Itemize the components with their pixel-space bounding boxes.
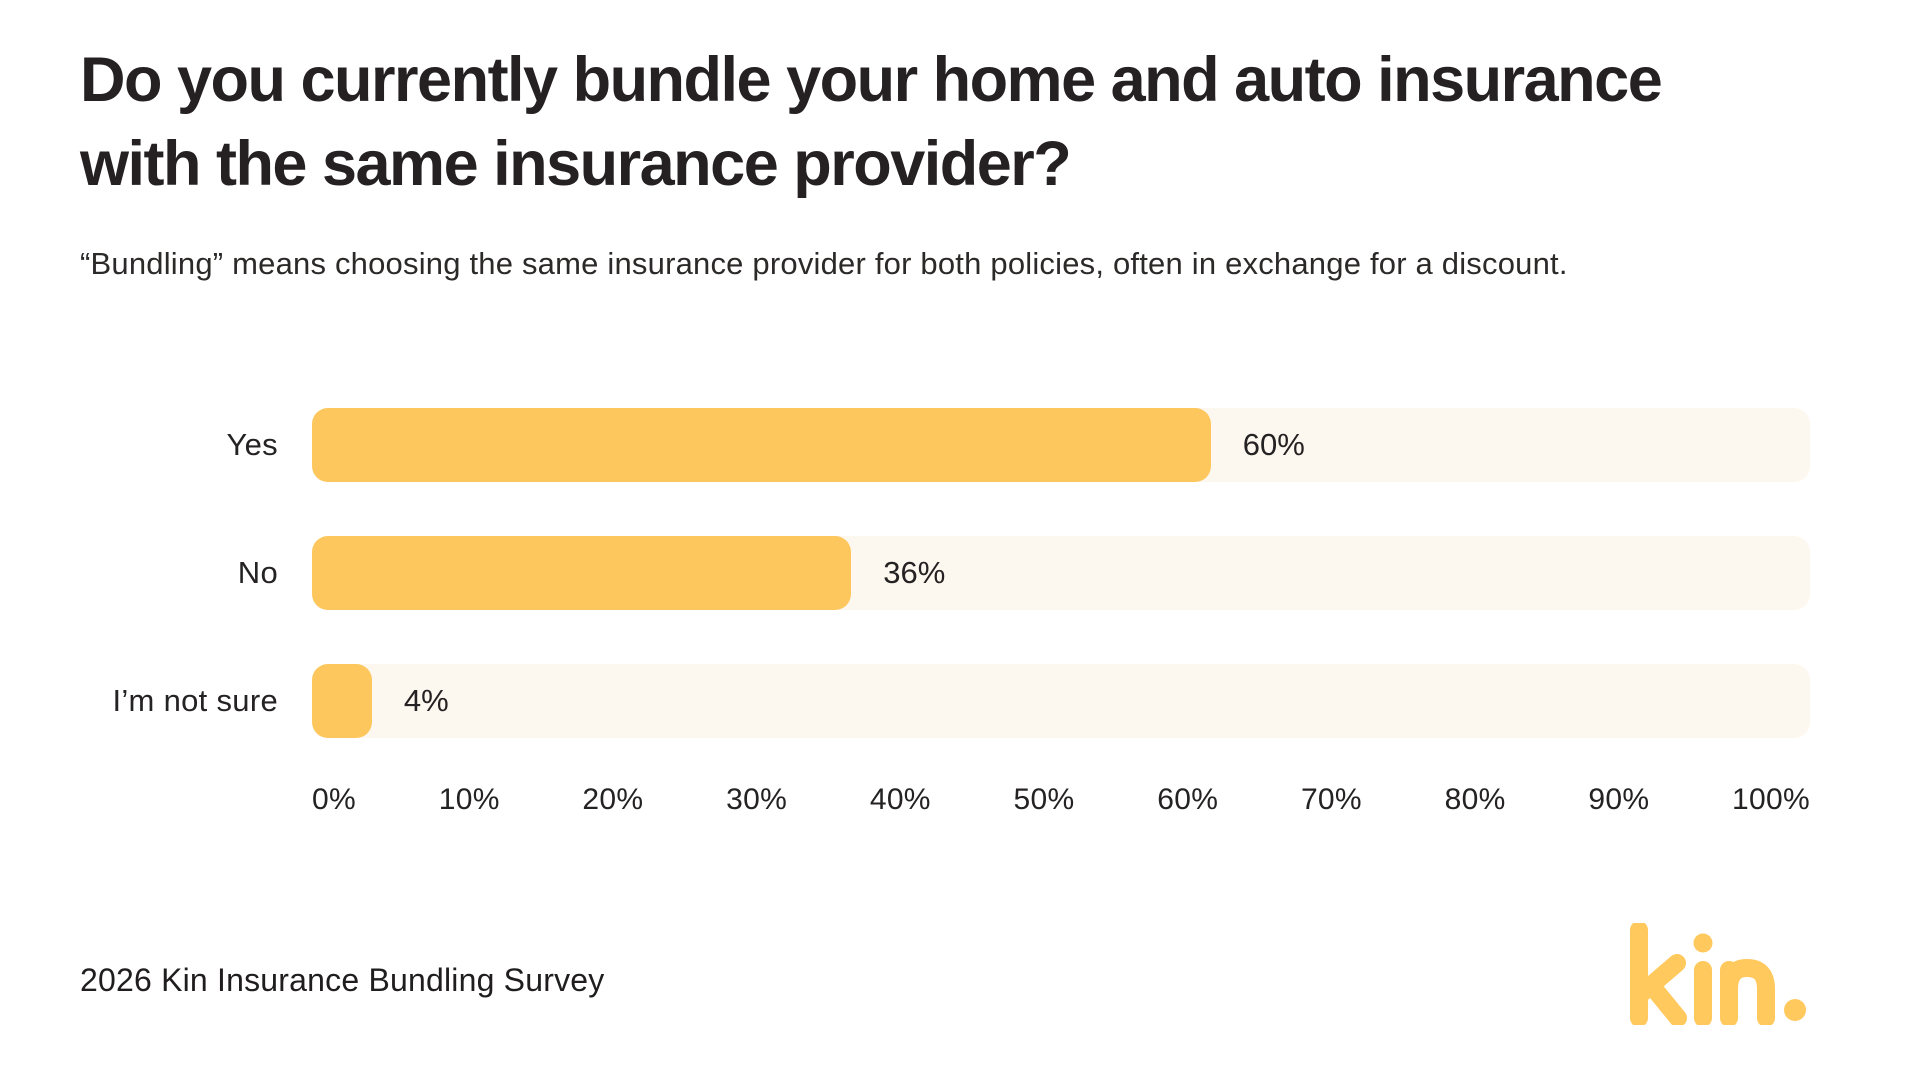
category-label: No	[237, 555, 278, 590]
x-tick-label: 100%	[1732, 783, 1810, 816]
x-tick-label: 30%	[726, 783, 788, 816]
bar	[312, 664, 372, 738]
x-tick-label: 60%	[1157, 783, 1219, 816]
kin-logo-period	[1784, 999, 1806, 1021]
bar-track: 60%	[312, 408, 1810, 482]
kin-logo-i-dot	[1693, 933, 1713, 953]
x-tick-label: 40%	[869, 783, 931, 816]
chart-title-line1: Do you currently bundle your home and au…	[80, 45, 1663, 115]
x-axis-tick-labels: 0% 10% 20% 30% 40% 50% 60% 70% 80% 90% 100%	[312, 783, 1810, 817]
x-tick-label: 20%	[582, 783, 644, 816]
value-label: 60%	[1242, 427, 1305, 462]
x-tick-label: 10%	[438, 783, 500, 816]
x-tick-label: 90%	[1588, 783, 1650, 816]
chart-subtitle: “Bundling” means choosing the same insur…	[80, 246, 1568, 281]
bar-track: 4%	[312, 664, 1810, 738]
x-tick-label: 80%	[1444, 783, 1506, 816]
x-axis-spacer	[80, 783, 312, 817]
bar-track: 36%	[312, 536, 1810, 610]
chart-title: Do you currently bundle your home and au…	[80, 38, 1663, 206]
bar-row: I’m not sure 4%	[80, 664, 1810, 738]
bar-row: No 36%	[80, 536, 1810, 610]
value-label: 4%	[403, 683, 449, 718]
bar	[312, 408, 1211, 482]
chart-title-line2: with the same insurance provider?	[80, 129, 1072, 199]
category-label: Yes	[226, 427, 278, 462]
kin-logo	[1630, 923, 1806, 1025]
x-axis: 0% 10% 20% 30% 40% 50% 60% 70% 80% 90% 100%	[80, 783, 1810, 817]
bar-chart: Yes 60% No 36% I’m not sure 4% 0% 10% 20% 30% 40%…	[80, 408, 1810, 817]
x-tick-label: 70%	[1300, 783, 1362, 816]
x-tick-label: 50%	[1013, 783, 1075, 816]
source-caption: 2026 Kin Insurance Bundling Survey	[80, 962, 605, 998]
value-label: 36%	[883, 555, 946, 590]
bar-row: Yes 60%	[80, 408, 1810, 482]
category-label: I’m not sure	[112, 683, 278, 718]
bar	[312, 536, 852, 610]
bar-chart-rows: Yes 60% No 36% I’m not sure 4%	[80, 408, 1810, 738]
kin-logo-n	[1720, 959, 1775, 1025]
kin-logo-k	[1630, 923, 1687, 1025]
x-tick-label: 0%	[312, 783, 356, 816]
